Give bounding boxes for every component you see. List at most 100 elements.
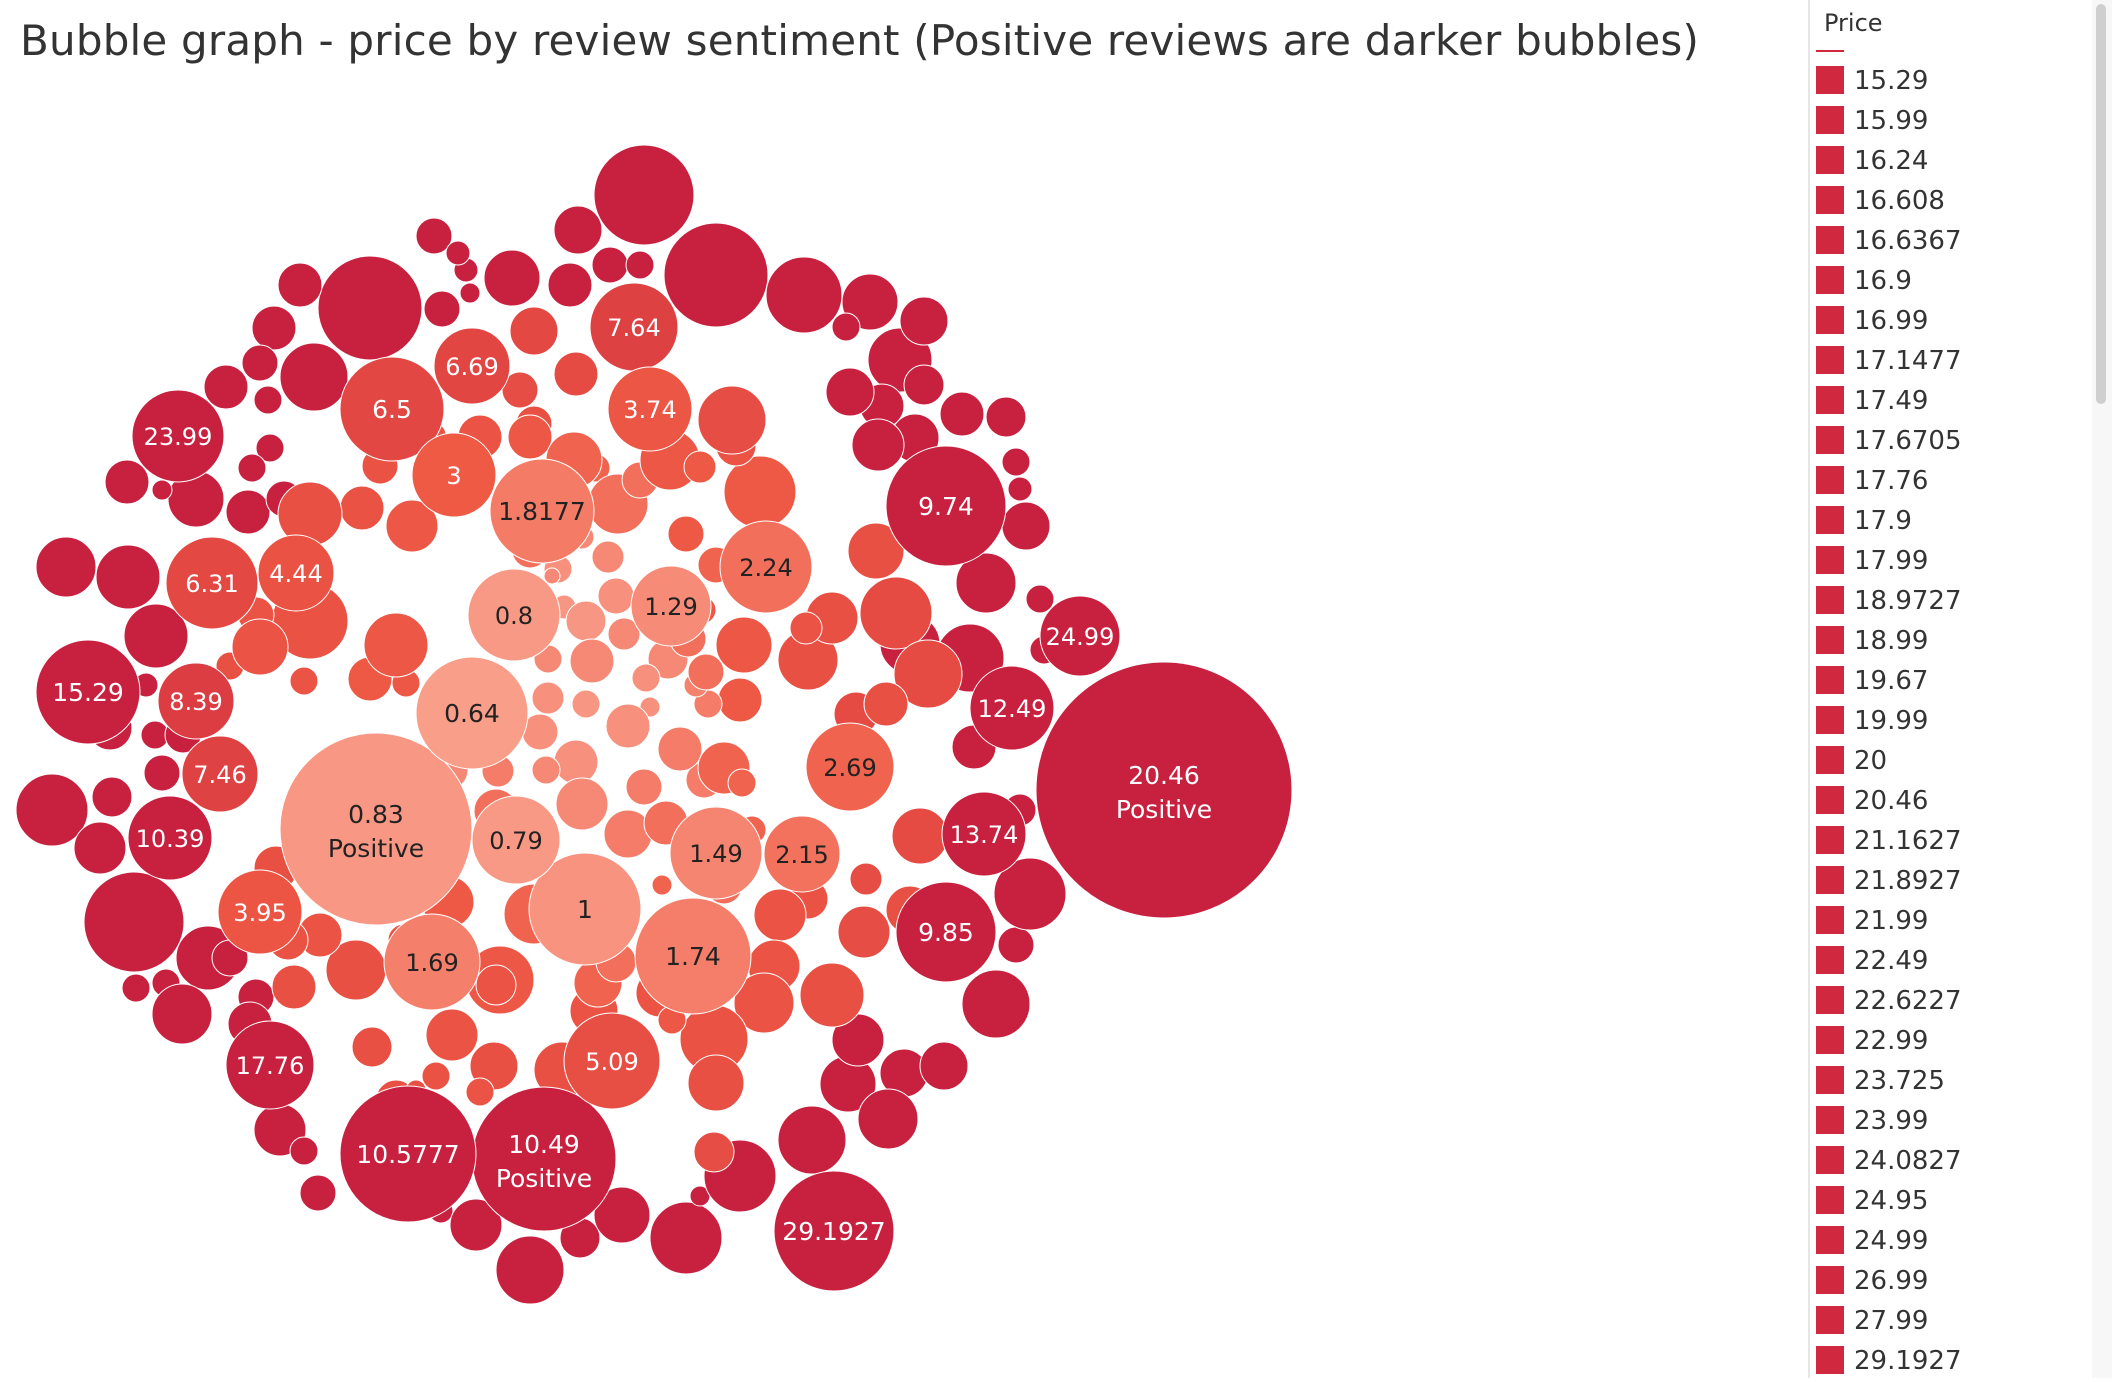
bubble-price-3[interactable] [411,432,497,518]
bubble[interactable] [255,433,285,463]
bubble[interactable] [553,205,603,255]
bubble[interactable] [483,249,541,307]
bubble[interactable] [507,414,553,460]
bubble[interactable] [625,768,663,806]
bubble[interactable] [289,1136,319,1166]
bubble[interactable] [339,485,385,531]
bubble[interactable] [733,972,795,1034]
bubble[interactable] [495,1235,565,1305]
bubble[interactable] [1001,501,1051,551]
legend-item[interactable]: 17.76 [1810,462,2100,502]
legend-item[interactable]: 16.608 [1810,182,2100,222]
bubble-price-1-69[interactable] [383,913,481,1011]
legend-item[interactable]: 15.99 [1810,102,2100,142]
legend-item[interactable]: 16.24 [1810,142,2100,182]
legend-item[interactable]: 18.9727 [1810,582,2100,622]
bubble[interactable] [631,663,661,693]
bubble-price-10-39[interactable] [127,795,213,881]
bubble-price-8-39[interactable] [157,662,235,740]
legend-item[interactable]: 19.99 [1810,702,2100,742]
bubble-price-1-74[interactable] [634,897,752,1015]
bubble[interactable] [859,576,933,650]
bubble[interactable] [723,455,797,529]
legend-item[interactable]: 27.99 [1810,1302,2100,1342]
legend-item[interactable]: 20 [1810,742,2100,782]
bubble[interactable] [605,703,651,749]
bubble[interactable] [277,262,323,308]
legend-item[interactable]: 18.99 [1810,622,2100,662]
bubble[interactable] [717,677,763,723]
bubble-price-0-64[interactable] [415,656,529,770]
bubble[interactable] [857,1088,919,1150]
bubble[interactable] [765,256,843,334]
bubble[interactable] [607,617,641,651]
bubble[interactable] [151,479,173,501]
bubble-price-4-44[interactable] [257,534,335,612]
legend-item[interactable]: 23.725 [1810,1062,2100,1102]
legend-item[interactable]: 22.6227 [1810,982,2100,1022]
bubble-price-1-8177[interactable] [489,458,595,564]
bubble[interactable] [475,964,517,1006]
legend-item[interactable]: 24.99 [1810,1222,2100,1262]
bubble[interactable] [143,754,181,792]
bubble[interactable] [1025,584,1055,614]
bubble[interactable] [939,391,985,437]
bubble[interactable] [449,1198,503,1252]
bubble[interactable] [251,305,297,351]
bubble[interactable] [591,246,629,284]
bubble-price-17-76[interactable] [225,1020,315,1110]
legend-item[interactable]: 17.99 [1810,542,2100,582]
bubble-price-9-85[interactable] [895,881,997,983]
bubble[interactable] [91,776,133,818]
bubble[interactable] [727,768,757,798]
bubble[interactable] [997,926,1035,964]
bubble[interactable] [985,396,1027,438]
legend-item[interactable]: 24.95 [1810,1182,2100,1222]
legend-item[interactable]: 21.99 [1810,902,2100,942]
bubble[interactable] [863,681,909,727]
bubble[interactable] [591,540,625,574]
bubble[interactable] [687,1054,745,1112]
bubble[interactable] [445,240,471,266]
bubble[interactable] [715,616,773,674]
legend-item[interactable]: 23.99 [1810,1102,2100,1142]
bubble[interactable] [893,639,963,709]
bubble[interactable] [651,874,673,896]
legend-item[interactable]: 22.99 [1810,1022,2100,1062]
bubble-price-20-46[interactable] [1035,661,1293,919]
bubble[interactable] [697,385,767,455]
bubble[interactable] [693,1131,735,1173]
legend-item[interactable]: 19.67 [1810,662,2100,702]
bubble[interactable] [279,342,349,412]
bubble[interactable] [271,964,317,1010]
bubble-price-6-5[interactable] [339,356,445,462]
bubble[interactable] [231,618,289,676]
bubble[interactable] [237,453,267,483]
bubble[interactable] [459,282,481,304]
bubble[interactable] [531,755,561,785]
bubble[interactable] [83,871,185,973]
bubble[interactable] [831,312,861,342]
bubble[interactable] [571,689,601,719]
bubble[interactable] [15,773,89,847]
bubble[interactable] [961,969,1031,1039]
bubble[interactable] [351,1026,393,1068]
bubble-price-3-74[interactable] [607,366,693,452]
legend-item[interactable]: 24.0827 [1810,1142,2100,1182]
bubble[interactable] [847,522,905,580]
bubble[interactable] [465,1077,495,1107]
legend-item[interactable]: 17.1477 [1810,342,2100,382]
bubble[interactable] [899,296,949,346]
bubble-price-6-31[interactable] [165,536,259,630]
legend-item[interactable]: 16.6367 [1810,222,2100,262]
bubble[interactable] [253,385,283,415]
bubble-price-10-49[interactable] [471,1086,617,1232]
bubble-price-0-8[interactable] [467,568,561,662]
legend-item[interactable]: 17.9 [1810,502,2100,542]
legend-item[interactable]: 16.9 [1810,262,2100,302]
bubble-price-2-24[interactable] [719,520,813,614]
bubble[interactable] [955,552,1017,614]
legend-item[interactable]: 26.99 [1810,1262,2100,1302]
bubble[interactable] [993,857,1067,931]
bubble-price-29-1927[interactable] [773,1170,895,1292]
